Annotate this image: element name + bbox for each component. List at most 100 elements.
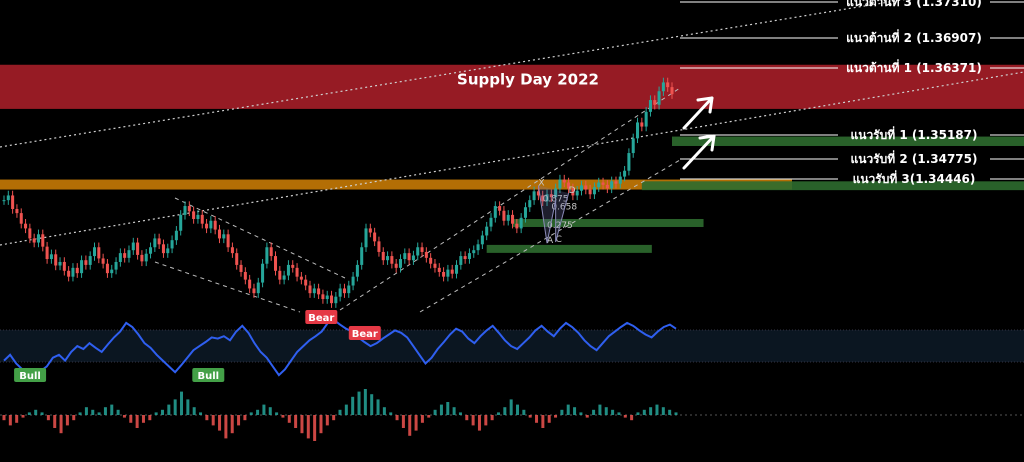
histogram-bar (649, 407, 653, 415)
candle-body (411, 255, 415, 261)
candle-body (485, 226, 489, 236)
histogram-bar (27, 412, 31, 415)
histogram-bar (116, 409, 120, 415)
candle-body (644, 111, 648, 127)
candle-body (153, 238, 157, 248)
histogram-bar (160, 409, 164, 415)
candle-body (325, 295, 329, 300)
candle-body (636, 122, 640, 139)
candle-body (105, 263, 109, 274)
histogram-bar (8, 415, 12, 426)
bull-badge-label: Bull (19, 371, 41, 382)
histogram-bar (211, 415, 215, 426)
level-label: แนวต้านที่ 1 (1.36371) (846, 59, 982, 75)
arrow-up-2-head (698, 134, 716, 152)
candle-body (187, 206, 191, 212)
histogram-bar (262, 404, 266, 415)
histogram-bar (281, 415, 285, 418)
candle-body (45, 246, 49, 260)
histogram-bar (199, 412, 203, 415)
histogram-bar (351, 396, 355, 415)
candle-body (291, 264, 295, 268)
candle-body (545, 194, 549, 202)
candle-body (506, 214, 510, 221)
candle-body (49, 254, 53, 260)
candle-body (562, 179, 566, 183)
histogram-bar (84, 407, 88, 415)
histogram-bar (186, 399, 190, 415)
candle-body (523, 207, 527, 218)
candle-body (127, 250, 131, 258)
candle-body (222, 234, 226, 239)
candle-body (511, 214, 515, 224)
candle-body (54, 254, 58, 266)
candle-body (84, 260, 88, 265)
histogram-bar (566, 404, 570, 415)
histogram-bar (573, 407, 577, 415)
candle-body (304, 279, 308, 286)
candle-body (15, 208, 19, 214)
demand-zone (486, 244, 652, 253)
histogram-bar (446, 402, 450, 415)
histogram-bar (598, 404, 602, 415)
candle-body (536, 191, 540, 196)
candle-body (519, 217, 523, 229)
candle-body (36, 234, 40, 243)
histogram-bar (516, 404, 520, 415)
candle-body (97, 247, 101, 259)
candle-body (286, 264, 290, 276)
candle-body (243, 271, 247, 280)
histogram-bar (256, 409, 260, 415)
histogram-bar (370, 394, 374, 415)
candle-body (575, 190, 579, 196)
histogram-bar (97, 412, 101, 415)
histogram-bar (34, 409, 38, 415)
candle-body (373, 232, 377, 242)
histogram-bar (249, 412, 253, 415)
candle-body (179, 214, 183, 231)
histogram-bar (230, 415, 234, 434)
candle-body (377, 241, 381, 252)
candle-body (528, 200, 532, 208)
histogram-bar (655, 404, 659, 415)
candle-body (230, 247, 234, 254)
candle-body (58, 261, 62, 266)
histogram-bar (110, 404, 114, 415)
histogram-bar (237, 415, 241, 426)
harmonic-label: C (556, 235, 562, 245)
candle-body (140, 254, 144, 262)
candle-body (541, 195, 545, 202)
histogram-bar (471, 415, 475, 426)
candle-body (312, 288, 316, 294)
candle-body (584, 185, 588, 190)
candle-body (213, 220, 217, 230)
candle-body (330, 295, 334, 304)
candle-body (459, 256, 463, 265)
histogram-bar (192, 407, 196, 415)
candle-body (209, 220, 213, 229)
histogram-bar (484, 415, 488, 426)
harmonic-label: A (547, 236, 554, 246)
candle-body (239, 264, 243, 272)
candle-body (295, 267, 299, 277)
histogram-bar (173, 399, 177, 415)
candle-body (657, 91, 661, 105)
candle-body (80, 260, 84, 274)
candle-body (670, 87, 674, 95)
histogram-bar (40, 412, 44, 415)
candle-body (476, 244, 480, 251)
candle-body (200, 214, 204, 224)
level-label: แนวต้านที่ 3 (1.37310) (846, 0, 982, 9)
histogram-bar (91, 409, 95, 415)
histogram-bar (465, 415, 469, 421)
candle-body (351, 276, 355, 286)
bear-badge-label: Bear (352, 329, 378, 340)
candle-body (256, 282, 260, 294)
candle-body (661, 82, 665, 92)
histogram-bar (332, 415, 336, 421)
candle-body (217, 229, 222, 239)
candle-body (299, 276, 303, 280)
histogram-bar (268, 407, 272, 415)
histogram-bar (611, 409, 615, 415)
